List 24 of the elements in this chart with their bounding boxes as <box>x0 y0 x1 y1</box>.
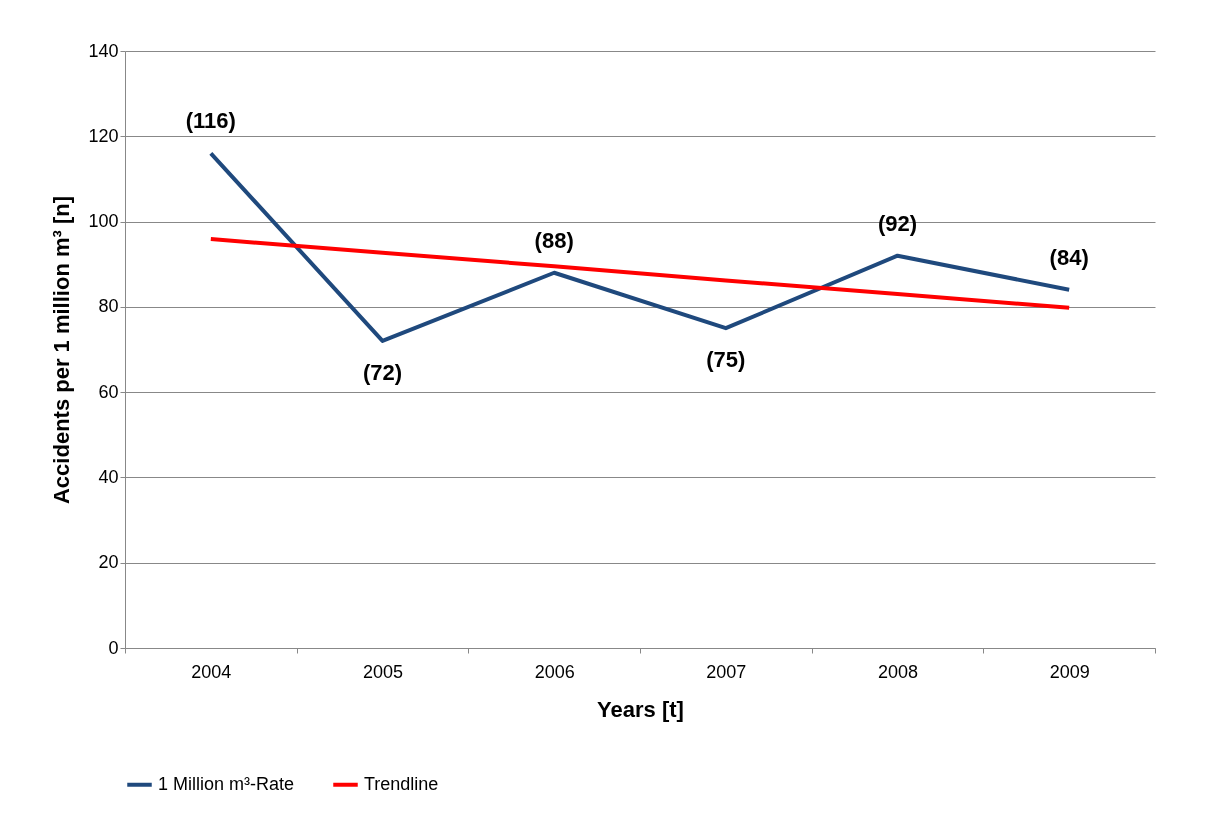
x-tick-label: 2007 <box>706 661 747 682</box>
x-tick-label: 2009 <box>1049 661 1090 682</box>
x-tick-label: 2004 <box>191 661 232 682</box>
data-label: (88) <box>534 227 574 253</box>
legend-label: 1 Million m³-Rate <box>158 773 295 794</box>
y-tick-label: 0 <box>108 637 119 658</box>
y-tick-label: 80 <box>98 296 119 317</box>
y-tick-label: 60 <box>98 381 119 402</box>
y-tick-label: 100 <box>88 211 119 232</box>
y-tick-label: 40 <box>98 466 119 487</box>
data-label: (116) <box>185 108 236 134</box>
x-axis-title: Years [t] <box>597 696 684 722</box>
data-label: (72) <box>362 359 403 385</box>
legend-label: Trendline <box>364 773 439 794</box>
data-label: (92) <box>877 210 918 236</box>
data-label: (84) <box>1049 244 1089 270</box>
y-tick-label: 120 <box>88 125 119 146</box>
x-tick-label: 2006 <box>534 661 575 682</box>
data-label: (75) <box>706 347 746 373</box>
x-tick-label: 2005 <box>362 661 404 682</box>
y-tick-label: 140 <box>88 40 119 61</box>
x-tick-label: 2008 <box>877 661 919 682</box>
y-axis-title: Accidents per 1 million m³ [n] <box>49 195 75 505</box>
y-tick-label: 20 <box>98 552 119 573</box>
